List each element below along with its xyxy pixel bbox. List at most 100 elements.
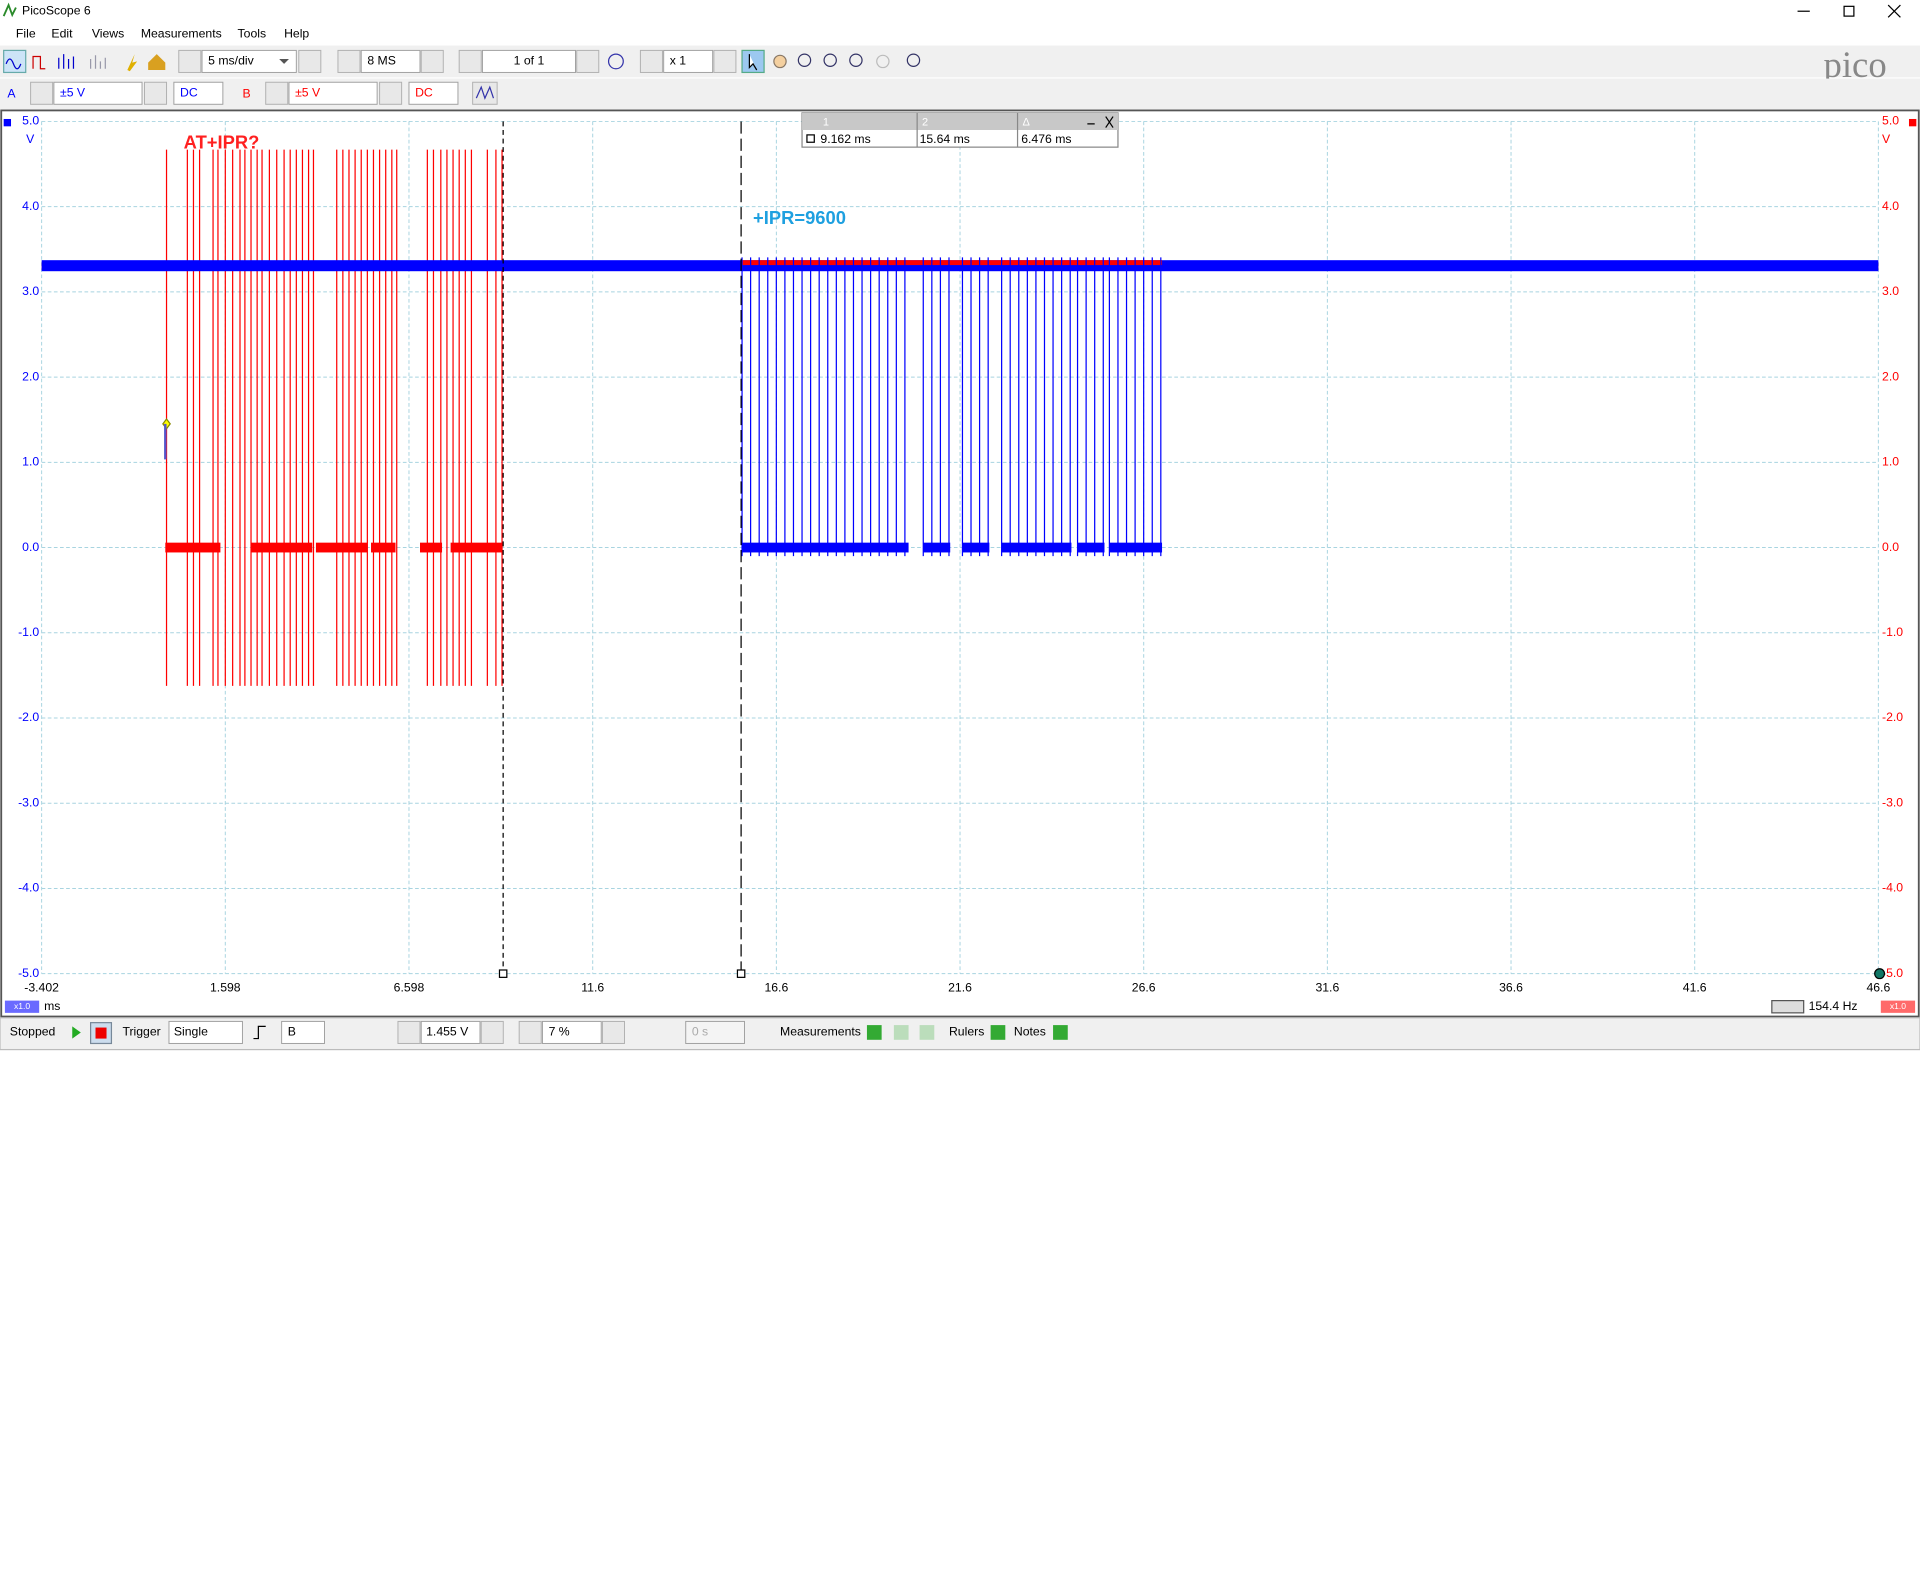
hand-tool[interactable] (773, 54, 787, 69)
ruler-table-controls[interactable] (1087, 116, 1114, 128)
channel-name[interactable]: A (7, 87, 16, 101)
home-button[interactable] (148, 54, 166, 70)
ruler-handle[interactable] (736, 969, 746, 978)
rulers-label: Rulers (949, 1025, 984, 1039)
next-button[interactable] (144, 81, 168, 105)
notes-label: Notes (1014, 1025, 1046, 1039)
channel-a-baseline (41, 260, 1879, 272)
next-button[interactable] (420, 49, 444, 73)
prev-button[interactable] (518, 1020, 542, 1044)
next-button[interactable] (379, 81, 403, 105)
edit-measurement-button[interactable] (893, 1025, 909, 1040)
ruler-handle[interactable] (498, 969, 508, 978)
x-tick-label: 1.598 (210, 981, 241, 995)
prev-button[interactable] (30, 81, 54, 105)
x-tick-label: 31.6 (1315, 981, 1339, 995)
zoom-tool[interactable] (797, 53, 812, 67)
close-button[interactable] (1887, 4, 1901, 18)
x-tick-label: 16.6 (764, 981, 788, 995)
prev-button[interactable] (178, 49, 202, 73)
prev-button[interactable] (458, 49, 482, 73)
next-button[interactable] (298, 49, 322, 73)
next-button[interactable] (576, 49, 600, 73)
math-button[interactable] (472, 81, 498, 105)
autosetup-button[interactable] (127, 54, 138, 72)
samples: 8 MS (367, 54, 396, 68)
menu-item[interactable]: Edit (51, 27, 73, 41)
zoom: x 1 (670, 54, 687, 68)
y-tick-label-left: -2.0 (18, 710, 39, 724)
channel-a-low (923, 542, 951, 553)
next-button[interactable] (480, 1020, 504, 1044)
range-select[interactable] (53, 81, 143, 105)
scope-mode-button[interactable] (3, 49, 27, 74)
x-tick-label: 11.6 (581, 981, 604, 995)
trigger-mode: Single (174, 1025, 208, 1039)
measurements-label: Measurements (780, 1025, 861, 1039)
buffer-box[interactable] (481, 49, 576, 73)
menu-item[interactable]: Views (92, 27, 124, 41)
start-button[interactable] (72, 1026, 81, 1039)
prev-button[interactable] (265, 81, 289, 105)
rulers-button[interactable] (990, 1025, 1006, 1040)
y-tick-label-right: -4.0 (1882, 881, 1903, 895)
menu-item[interactable]: Tools (238, 27, 267, 41)
zoom-overview-tool[interactable] (906, 53, 921, 67)
y-tick-label-left: 1.0 (22, 455, 39, 469)
zoom-in-tool[interactable] (823, 53, 837, 67)
ruler-lock (806, 134, 815, 143)
range-select[interactable] (288, 81, 378, 105)
menu-item[interactable]: File (16, 27, 36, 41)
x-tick-label: 26.6 (1132, 981, 1156, 995)
samples-box[interactable] (360, 49, 421, 73)
channel-b-low (420, 542, 443, 553)
timebase-select[interactable] (201, 49, 297, 73)
channel-coupling: DC (415, 85, 433, 99)
prev-button[interactable] (337, 49, 361, 73)
persistence-button[interactable] (32, 55, 46, 70)
coupling-select[interactable] (173, 81, 224, 105)
y-tick-label-right: 3.0 (1882, 284, 1899, 298)
zoom-out-tool[interactable] (849, 53, 863, 67)
spectrum-button[interactable] (58, 54, 75, 69)
trigger-source-select[interactable] (281, 1020, 325, 1044)
channel-b-low (371, 542, 396, 553)
notes-button[interactable] (1053, 1025, 1068, 1040)
channel-name[interactable]: B (242, 87, 250, 101)
y-tick-label-right: 5.0 (1882, 114, 1899, 128)
x-tick-label: 36.6 (1499, 981, 1523, 995)
coupling-select[interactable] (408, 81, 459, 105)
navigate-button[interactable] (607, 53, 624, 70)
channel-range: ±5 V (60, 85, 86, 99)
x-tick-label: 46.6 (1866, 981, 1890, 995)
menu-item[interactable]: Measurements (141, 27, 222, 41)
zoom-box[interactable] (663, 49, 714, 73)
annotation: AT+IPR? (184, 131, 260, 152)
select-tool[interactable] (741, 49, 765, 74)
undo-zoom-tool[interactable] (876, 54, 890, 69)
threshold-box[interactable] (420, 1020, 481, 1044)
add-measurement-button[interactable] (866, 1025, 882, 1040)
prev-button[interactable] (397, 1020, 421, 1044)
x-scale-badge (4, 1000, 40, 1013)
zoom-handle[interactable] (1874, 968, 1886, 980)
ruler-delta: 6.476 ms (1021, 132, 1071, 146)
spectrum2-button[interactable] (90, 55, 106, 69)
y-tick-label-right: -1.0 (1882, 625, 1903, 639)
dropdown-arrow (279, 58, 289, 64)
pretrigger-box[interactable] (541, 1020, 602, 1044)
next-button[interactable] (601, 1020, 625, 1044)
delay-box[interactable] (685, 1020, 745, 1044)
y-tick-label-right: 1.0 (1882, 455, 1899, 469)
trigger-mode-select[interactable] (168, 1020, 243, 1044)
y-tick-label-right: -2.0 (1882, 710, 1903, 724)
prev-button[interactable] (639, 49, 663, 73)
menu-item[interactable]: Help (284, 27, 309, 41)
ruler-time: 9.162 ms (820, 132, 870, 146)
trigger-source: B (288, 1025, 296, 1039)
restore-button[interactable] (1843, 5, 1855, 17)
next-button[interactable] (713, 49, 737, 73)
edge-button[interactable] (253, 1025, 266, 1040)
delete-measurement-button[interactable] (919, 1025, 935, 1040)
